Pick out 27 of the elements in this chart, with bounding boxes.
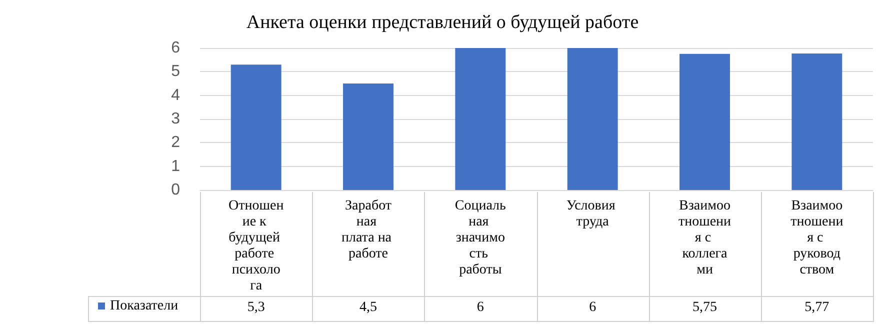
y-tick-label: 0 [171,182,180,198]
y-tick-label: 2 [171,134,180,152]
data-label: 4,5 [358,300,378,316]
data-label: 5,77 [804,300,830,316]
y-tick-label: 5 [171,63,180,80]
y-tick-label: 1 [171,158,180,175]
data-label: 6 [476,300,485,316]
bar [680,54,730,190]
data-label: 5,3 [246,300,266,316]
y-tick-label: 3 [171,110,180,128]
data-label: 5,75 [691,300,718,316]
legend-label: Показатели [110,298,179,314]
x-tick-label: Отношение к будущей работе психолога [228,198,284,294]
chart-title: Анкета оценки представлений о будущей работе [246,12,639,33]
y-tick-label: 6 [171,40,180,56]
bar [792,53,842,190]
bar [343,84,394,190]
bar [230,64,282,190]
bar [455,48,506,190]
bar [567,48,618,190]
x-tick-label: Взаимоотношения с руководством [790,198,844,278]
data-label: 6 [588,300,598,316]
x-tick-label: Условия труда [566,198,619,230]
y-tick-label: 4 [171,86,180,104]
x-tick-label: Социальная значимость работы [454,198,506,278]
x-tick-label: Взаимоотношения с коллегами [678,198,732,278]
x-tick-label: Заработная плата на работе [341,198,396,262]
